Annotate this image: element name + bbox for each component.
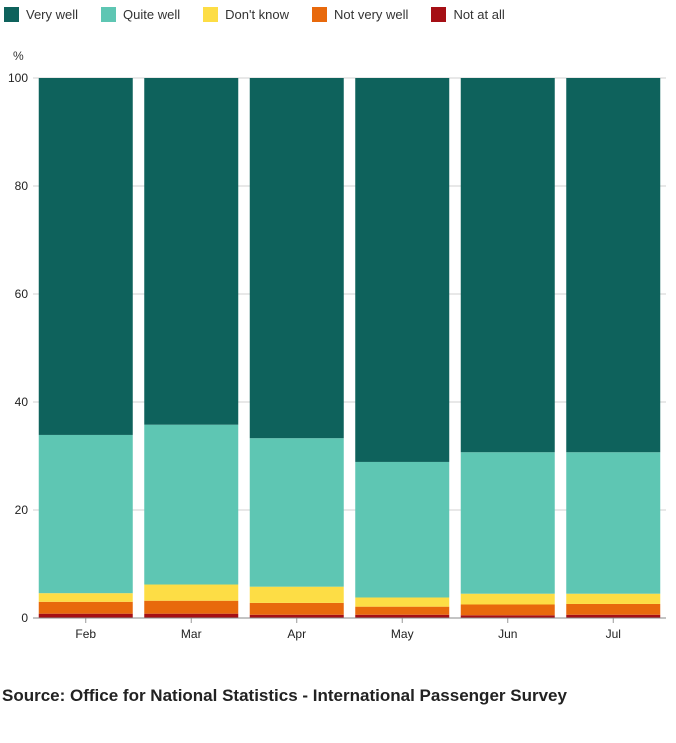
bar-segment xyxy=(38,613,133,618)
legend-item: Very well xyxy=(4,6,79,22)
bar-segment xyxy=(460,78,555,453)
x-tick-label: Apr xyxy=(287,627,306,641)
y-tick-label: 100 xyxy=(8,71,28,85)
bar-segment xyxy=(460,452,555,594)
x-tick-label: Jul xyxy=(606,627,621,641)
legend-swatch xyxy=(101,6,117,22)
bar-segment xyxy=(249,438,344,587)
bar-segment xyxy=(249,78,344,439)
bar-segment xyxy=(460,593,555,605)
bar-segment xyxy=(355,606,450,615)
legend-item: Not at all xyxy=(431,6,505,22)
source-note: Source: Office for National Statistics -… xyxy=(2,686,567,705)
legend-label: Don't know xyxy=(225,6,290,22)
x-tick-label: Feb xyxy=(75,627,96,641)
chart-legend: Very well Quite well Don't know Not very we… xyxy=(4,4,528,24)
legend-swatch xyxy=(431,6,447,22)
bar-segment xyxy=(38,78,133,435)
bar-segment xyxy=(566,78,661,453)
bar-segment xyxy=(355,597,450,607)
legend-swatch xyxy=(203,6,219,22)
legend-item: Quite well xyxy=(101,6,181,22)
legend-swatch xyxy=(4,6,19,22)
bar-segment xyxy=(38,601,133,614)
legend-label: Not very well xyxy=(334,6,409,22)
bar-segment xyxy=(566,603,661,615)
y-tick-label: 60 xyxy=(15,287,29,301)
y-tick-label: 20 xyxy=(15,503,29,517)
bar-segment xyxy=(355,78,450,462)
bar-segment xyxy=(249,602,344,615)
legend-label: Not at all xyxy=(453,6,505,22)
bar-segment xyxy=(355,614,450,618)
y-tick-label: 40 xyxy=(15,395,29,409)
legend-label: Quite well xyxy=(123,6,181,22)
bar-segment xyxy=(144,600,239,614)
bar-segment xyxy=(144,424,239,585)
legend-label: Very well xyxy=(26,6,79,22)
bar-segment xyxy=(460,615,555,618)
x-tick-label: May xyxy=(391,627,414,641)
bar-segment xyxy=(460,604,555,616)
stacked-bar-chart: 0 20 40 60 80 100% Feb Mar Apr May Jun Jul xyxy=(8,49,666,641)
bar-segment xyxy=(566,614,661,618)
bar-segment xyxy=(144,584,239,601)
legend-item: Not very well xyxy=(312,6,409,22)
legend-swatch xyxy=(312,6,328,22)
bar-segment xyxy=(249,586,344,603)
bar-segment xyxy=(566,452,661,594)
bar-segment xyxy=(144,78,239,425)
legend-item: Don't know xyxy=(203,6,290,22)
bar-segment xyxy=(38,593,133,602)
bar-segment xyxy=(355,461,450,598)
y-axis-label: % xyxy=(13,49,24,63)
x-tick-label: Mar xyxy=(181,627,202,641)
x-tick-label: Jun xyxy=(498,627,517,641)
y-tick-label: 80 xyxy=(15,179,29,193)
bar-segment xyxy=(566,593,661,604)
bar-segment xyxy=(249,614,344,618)
bar-segment xyxy=(38,434,133,594)
y-tick-label: 0 xyxy=(21,611,28,625)
bar-segment xyxy=(144,613,239,618)
